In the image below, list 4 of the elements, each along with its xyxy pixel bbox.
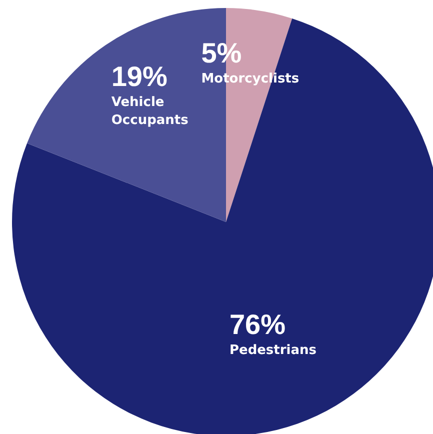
data-label: 19% xyxy=(111,60,168,92)
slice-label: Pedestrians xyxy=(229,343,317,358)
data-label: 76% xyxy=(229,309,286,340)
slice-label: Vehicle Occupants xyxy=(111,94,189,128)
